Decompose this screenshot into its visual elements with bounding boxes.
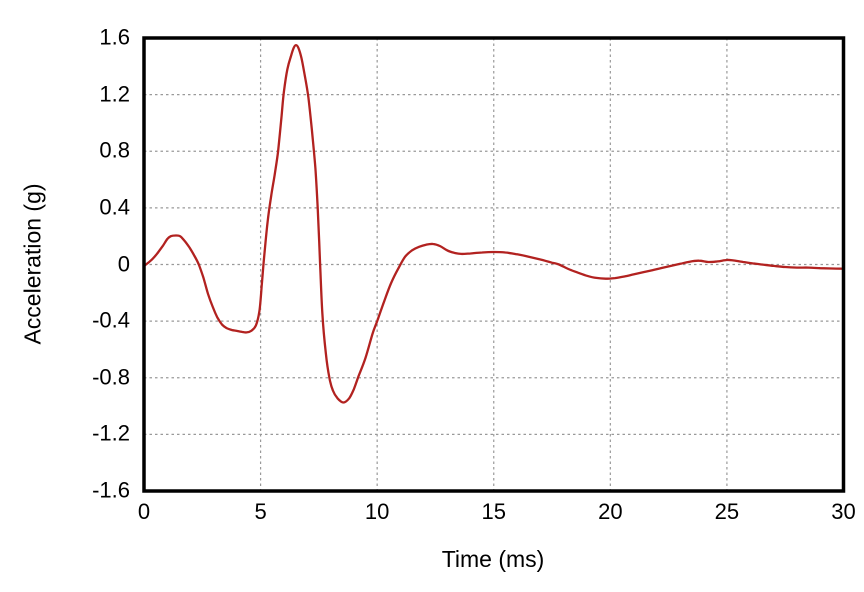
plot-frame [142,36,846,493]
y-tick-label: -1.6 [92,477,130,503]
y-tick-label: -0.4 [92,307,130,333]
x-tick-label: 5 [254,499,267,524]
y-tick-label: 0.4 [99,194,130,220]
x-axis-title: Time (ms) [441,546,545,572]
y-tick-label: -0.8 [92,364,130,390]
x-tick-label: 0 [137,499,151,524]
y-tick-label: 1.6 [99,24,130,50]
y-tick-label: 0.8 [99,137,130,163]
x-tick-label: 20 [598,499,623,524]
x-tick-label: 30 [831,499,856,524]
y-tick-label: 1.2 [99,81,130,107]
x-tick-label: 10 [364,499,390,524]
y-tick-label: -1.2 [92,420,130,446]
x-tick-label: 15 [481,499,506,524]
x-tick-label: 25 [714,499,740,524]
acceleration-curve [142,43,845,404]
y-tick-label: 0 [117,250,130,276]
